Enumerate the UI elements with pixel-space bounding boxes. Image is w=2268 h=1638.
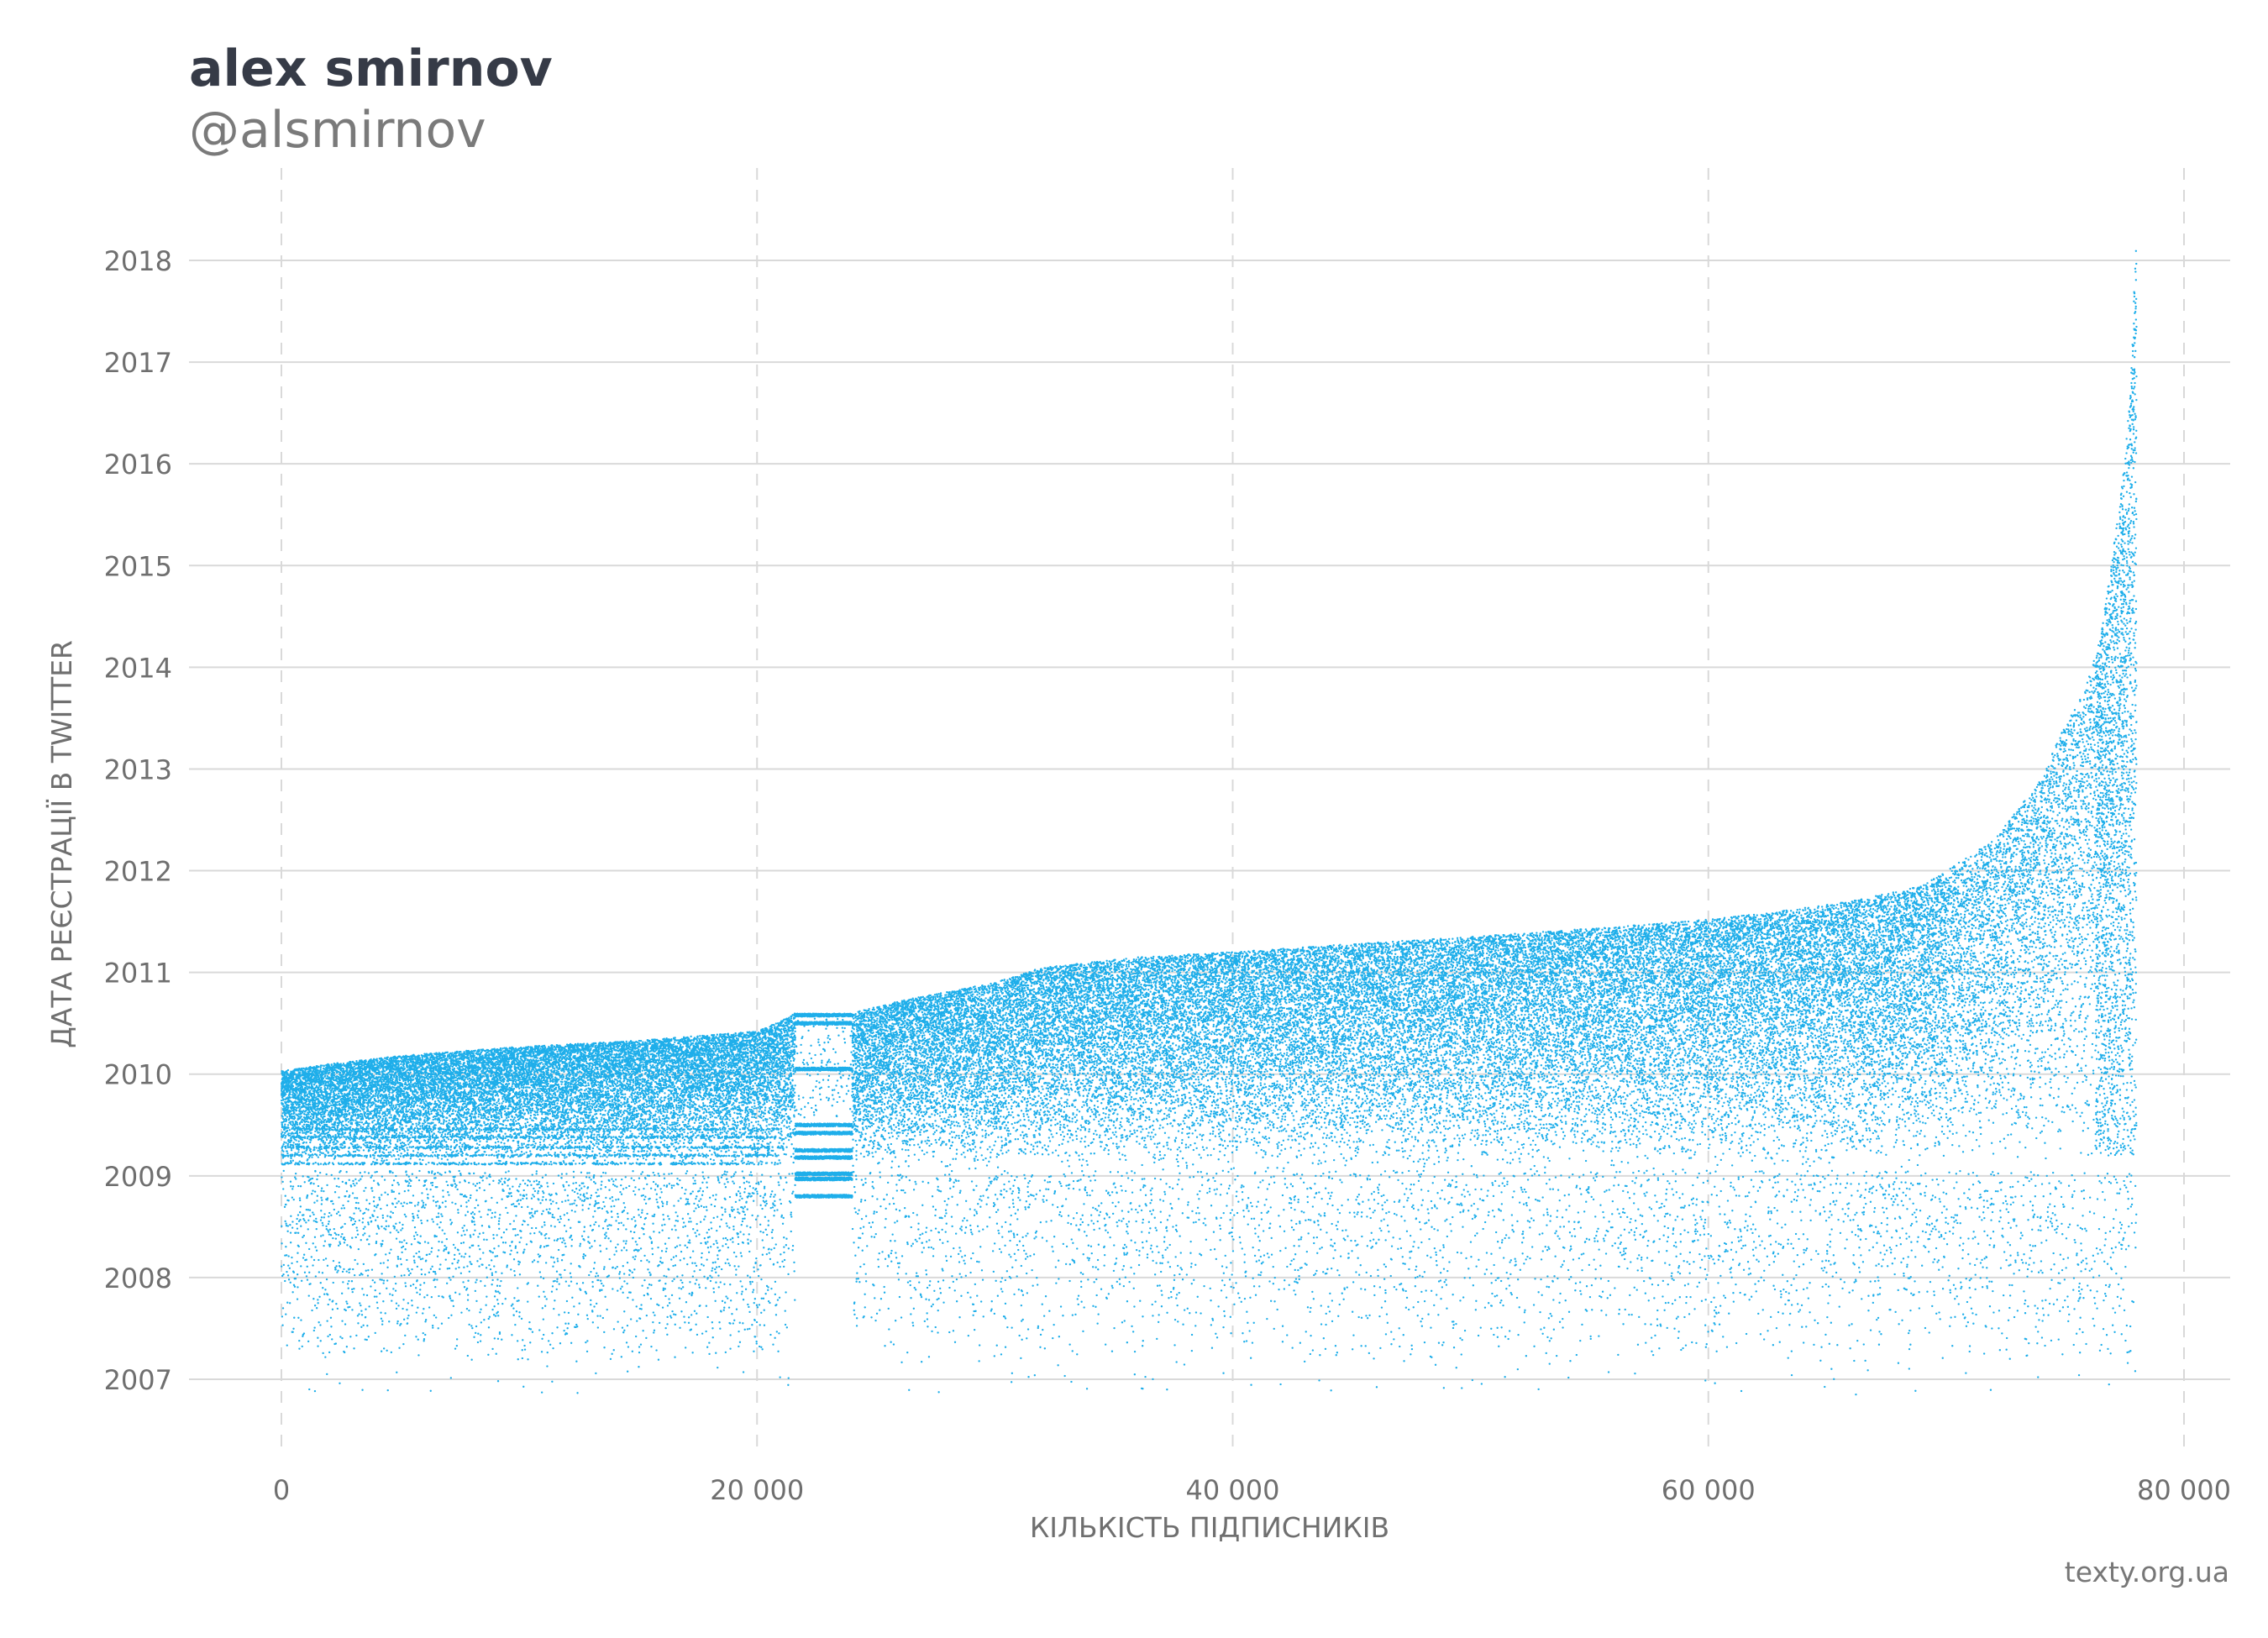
source-credit: texty.org.ua (2065, 1556, 2229, 1588)
scatter-point-group-4 (614, 1037, 698, 1372)
y-tick-label-2009: 2009 (104, 1161, 172, 1193)
y-gridlines (189, 260, 2230, 1379)
scatter-point-group-19 (1920, 798, 2032, 1389)
y-tick-label-2010: 2010 (104, 1059, 172, 1091)
y-axis-label: ДАТА РЕЄСТРАЦІЇ В TWITTER (45, 640, 78, 1048)
scatter-point-group-11 (1185, 950, 1278, 1385)
y-tick-labels: 2007 2008 2009 2010 2011 2012 2013 2014 2015 2016… (104, 245, 172, 1396)
x-tick-label-20000: 20 000 (710, 1474, 804, 1506)
y-tick-label-2012: 2012 (104, 856, 172, 888)
scatter-points (281, 251, 2137, 1394)
x-gridlines (281, 168, 2184, 1453)
x-axis-label: КІЛЬКІСТЬ ПІДПИСНИКІВ (1030, 1511, 1389, 1544)
y-tick-label-2016: 2016 (104, 449, 172, 480)
y-tick-label-2013: 2013 (104, 753, 172, 785)
y-tick-label-2008: 2008 (104, 1263, 172, 1294)
x-tick-label-0: 0 (273, 1474, 290, 1506)
y-tick-label-2011: 2011 (104, 958, 172, 990)
scatter-point-group-6 (781, 1014, 836, 1385)
scatter-point-group-15 (1554, 925, 1646, 1378)
scatter-point-group-1 (365, 1053, 448, 1391)
scatter-point-group-14 (1462, 932, 1554, 1389)
scatter-point-group-16 (1646, 916, 1737, 1383)
x-tick-label-60000: 60 000 (1662, 1474, 1756, 1506)
scatter-point-group-13 (1370, 937, 1462, 1388)
scatter-point-group-0 (281, 1060, 365, 1391)
y-tick-label-2007: 2007 (104, 1364, 172, 1396)
y-tick-label-2017: 2017 (104, 347, 172, 379)
y-tick-label-2018: 2018 (104, 245, 172, 277)
scatter-point-group-8 (911, 980, 1002, 1392)
scatter-point-group-10 (1094, 955, 1185, 1389)
scatter-point-group-20 (2031, 264, 2136, 1384)
scatter-point-group-12 (1278, 943, 1370, 1391)
x-tick-label-40000: 40 000 (1186, 1474, 1280, 1506)
scatter-point-group-2 (448, 1047, 531, 1387)
scatter-point-group-17 (1737, 905, 1830, 1391)
scatter-point-group-3 (531, 1042, 614, 1393)
scatter-point-group-5 (698, 1022, 781, 1377)
x-tick-labels: 0 20 000 40 000 60 000 80 000 (273, 1474, 2231, 1506)
x-tick-label-80000: 80 000 (2137, 1474, 2231, 1506)
scatter-point-group-18 (1829, 888, 1919, 1395)
scatter-point-group-7 (836, 1000, 911, 1390)
y-tick-label-2015: 2015 (104, 550, 172, 582)
y-tick-label-2014: 2014 (104, 652, 172, 684)
